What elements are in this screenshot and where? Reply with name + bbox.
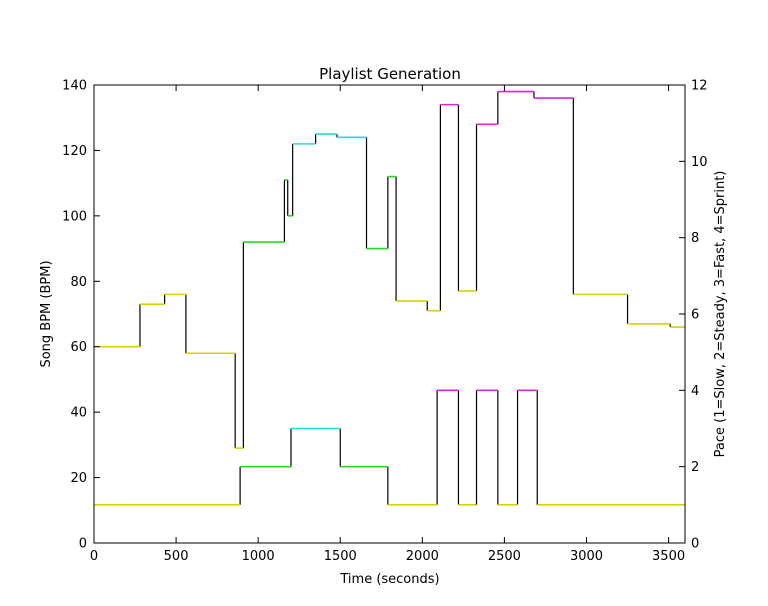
- x-tick-label: 1000: [242, 549, 275, 564]
- y-tick-label: 40: [70, 406, 87, 421]
- chart-title: Playlist Generation: [319, 65, 461, 83]
- y-tick-label: 0: [79, 537, 87, 552]
- y2-tick-label: 0: [691, 537, 699, 552]
- y2-tick-label: 2: [691, 460, 699, 475]
- x-axis-label: Time (seconds): [339, 572, 439, 587]
- y-tick-label: 80: [70, 275, 87, 290]
- x-tick-label: 3500: [652, 549, 685, 564]
- y-tick-label: 120: [62, 144, 87, 159]
- x-tick-label: 2500: [488, 549, 521, 564]
- y2-tick-label: 6: [691, 308, 699, 323]
- y2-axis-label: Pace (1=Slow, 2=Steady, 3=Fast, 4=Sprint…: [713, 171, 728, 458]
- y-axis-label: Song BPM (BPM): [39, 260, 54, 367]
- y-tick-label: 140: [62, 79, 87, 94]
- x-tick-label: 0: [90, 549, 98, 564]
- y2-tick-label: 12: [691, 79, 708, 94]
- x-tick-label: 500: [164, 549, 189, 564]
- plot-frame: [93, 84, 686, 544]
- plot-area: [94, 90, 685, 506]
- y-axis-left: 0 20 40 60 80 100 120 140: [62, 79, 100, 552]
- x-tick-label: 3000: [570, 549, 603, 564]
- y-tick-label: 20: [70, 471, 87, 486]
- y-tick-label: 60: [70, 340, 87, 355]
- x-tick-label: 2000: [406, 549, 439, 564]
- y2-tick-label: 8: [691, 231, 699, 246]
- y2-tick-label: 4: [691, 384, 699, 399]
- x-axis: 0 500 1000 1500 2000 2500 3000 3500: [90, 85, 685, 564]
- y-tick-label: 100: [62, 209, 87, 224]
- y2-tick-label: 10: [691, 155, 708, 170]
- x-tick-label: 1500: [324, 549, 357, 564]
- y-axis-right: 0 2 4 6 8 10 12: [679, 79, 708, 552]
